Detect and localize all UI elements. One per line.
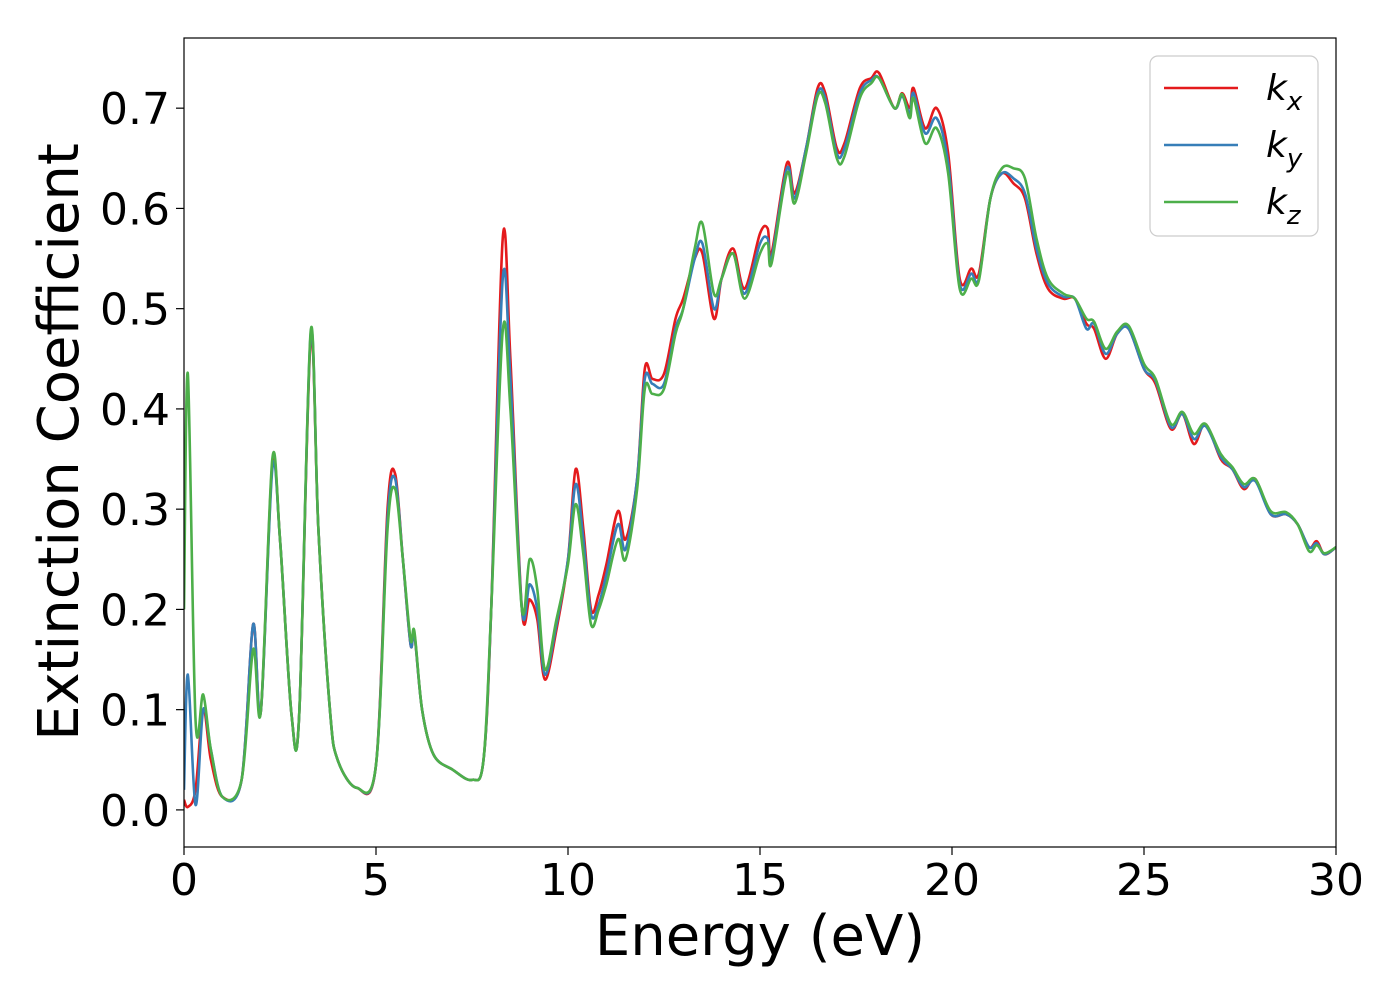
y-tick-label: 0.0 [100, 786, 170, 837]
x-tick-label: 20 [924, 855, 980, 906]
y-tick-label: 0.1 [100, 686, 170, 737]
y-tick-label: 0.4 [100, 385, 170, 436]
legend-label-ky: ky [1266, 125, 1303, 174]
x-tick-label: 5 [362, 855, 390, 906]
series-line-kz [184, 75, 1336, 802]
legend-label-base: k [1266, 68, 1289, 109]
x-tick-label: 0 [170, 855, 198, 906]
legend-label-subscript: z [1286, 201, 1302, 231]
y-axis-label: Extinction Coefficient [27, 143, 92, 741]
x-tick-label: 25 [1116, 855, 1172, 906]
legend-label-subscript: x [1286, 87, 1303, 117]
x-axis-ticks: 0 5 10 15 20 25 30 [170, 847, 1364, 906]
legend-label-base: k [1266, 125, 1289, 166]
y-tick-label: 0.5 [100, 285, 170, 336]
y-axis-ticks: 0.0 0.1 0.2 0.3 0.4 0.5 0.6 0.7 [100, 84, 184, 837]
series-layer [184, 70, 1336, 809]
x-axis-label: Energy (eV) [595, 904, 925, 969]
x-tick-label: 30 [1308, 855, 1364, 906]
legend-label-kx: kx [1266, 68, 1303, 117]
y-tick-label: 0.7 [100, 84, 170, 135]
plot-area [184, 38, 1336, 847]
y-tick-label: 0.2 [100, 585, 170, 636]
legend-label-base: k [1266, 182, 1289, 223]
y-tick-label: 0.3 [100, 485, 170, 536]
x-tick-label: 15 [732, 855, 788, 906]
y-tick-label: 0.6 [100, 184, 170, 235]
legend-label-subscript: y [1286, 144, 1303, 174]
x-tick-label: 10 [540, 855, 596, 906]
legend-label-kz: kz [1266, 182, 1302, 231]
